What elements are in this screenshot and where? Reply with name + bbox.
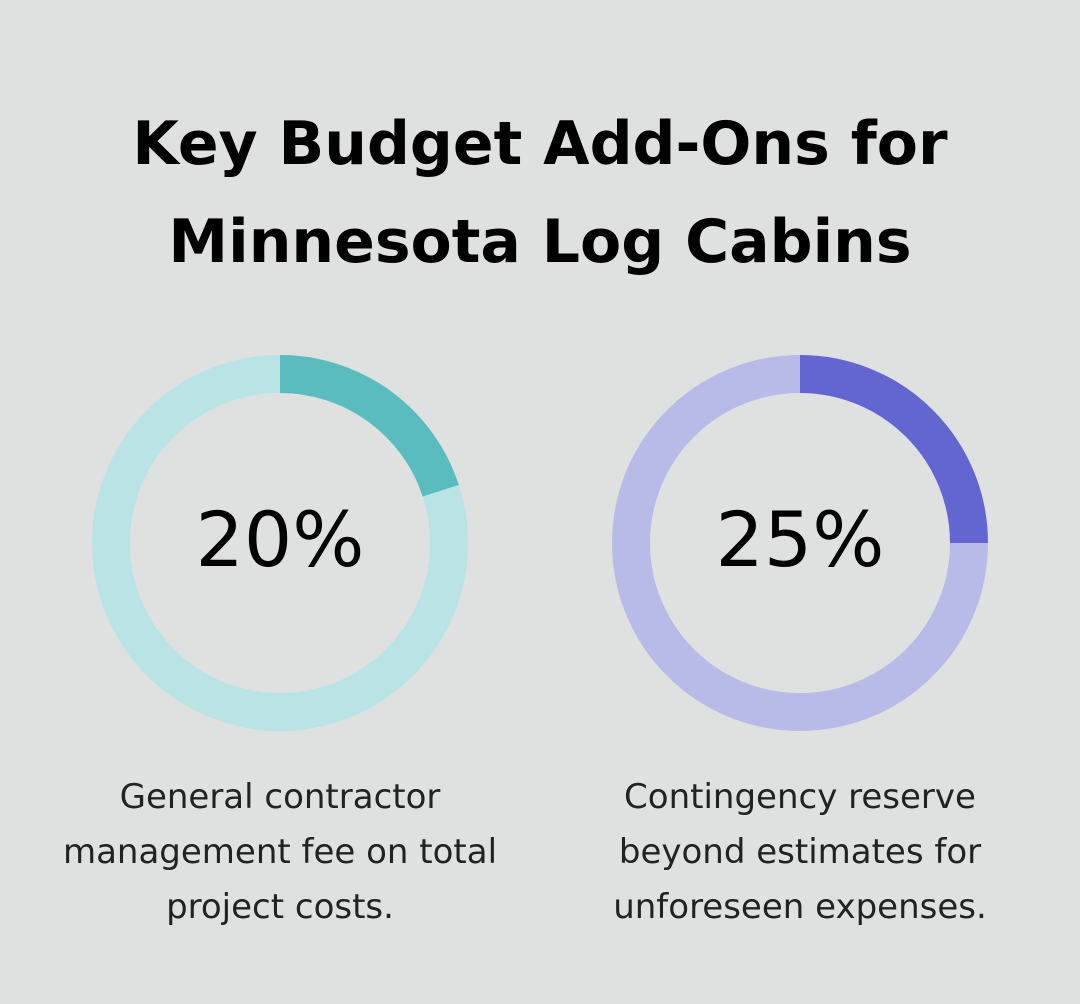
value-label: 25%	[716, 495, 885, 584]
title: Key Budget Add-Ons for Minnesota Log Cab…	[132, 109, 948, 277]
value-label: 20%	[196, 495, 365, 584]
donut-arc	[799, 355, 988, 544]
caption: Contingency reserve beyond estimates for…	[613, 777, 987, 927]
donut-arc	[279, 355, 459, 498]
caption: General contractor management fee on tot…	[62, 777, 498, 927]
